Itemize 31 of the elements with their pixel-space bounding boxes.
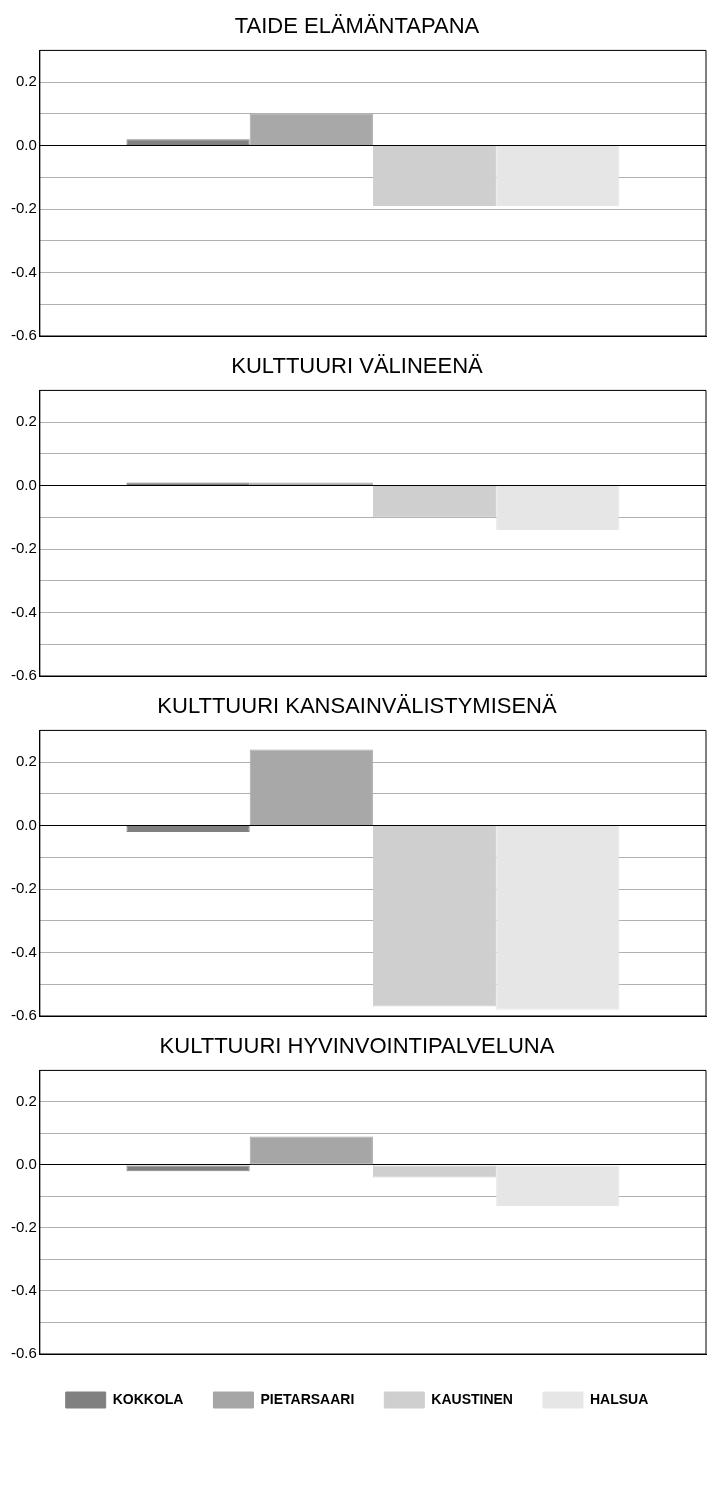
y-tick-label: -0.4 [10,1281,37,1299]
y-tick-label: -0.4 [10,262,37,280]
legend-label: KAUSTINEN [431,1390,513,1407]
chart-title: TAIDE ELÄMÄNTAPANA [234,13,480,39]
y-tick-label: -0.4 [10,942,37,960]
bar [372,146,497,206]
y-tick-label: -0.2 [10,539,37,557]
bar [496,146,620,206]
legend-label: HALSUA [589,1390,649,1407]
chart-title: KULTTUURI VÄLINEENÄ [231,353,484,379]
legend-label: KOKKOLA [112,1390,184,1407]
y-tick-label: -0.2 [10,1218,37,1236]
y-tick-label: -0.4 [10,602,37,620]
y-tick-label: 0.2 [15,412,37,430]
bar [126,139,250,146]
y-tick-label: 0.2 [15,752,37,770]
y-tick-label: -0.6 [10,1344,37,1362]
legend-label: PIETARSAARI [260,1390,355,1407]
text: 0.0 [15,475,37,493]
text: 0.0 [15,135,37,153]
chart-title: KULTTUURI HYVINVOINTIPALVELUNA [159,1033,555,1059]
text: 0.0 [15,1155,37,1173]
y-tick-label: -0.2 [10,879,37,897]
text: 0.0 [15,815,37,833]
y-tick-label: 0.2 [15,1092,37,1110]
y-tick-label: 0.2 [15,72,37,90]
y-tick-label: -0.6 [10,1006,37,1024]
y-tick-label: -0.6 [10,326,37,344]
y-tick-label: -0.6 [10,666,37,684]
y-tick-label: -0.2 [10,199,37,217]
chart-title: KULTTUURI KANSAINVÄLISTYMISENÄ [157,693,557,719]
